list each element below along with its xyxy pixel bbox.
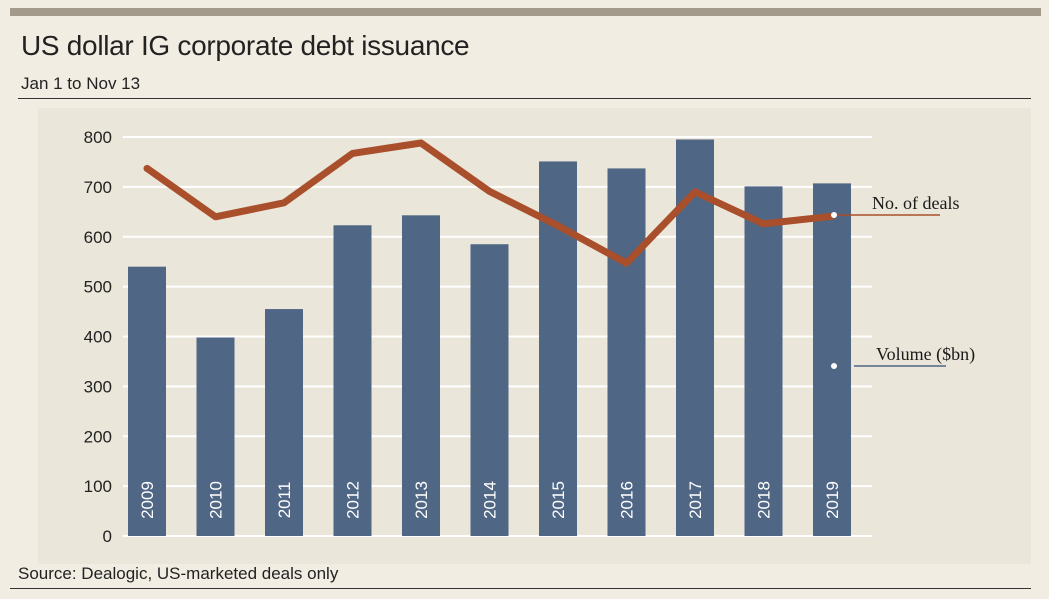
deals-leader-dot <box>831 212 837 218</box>
y-tick-label: 0 <box>103 527 112 546</box>
annotations: No. of deals Volume ($bn) <box>831 193 975 369</box>
year-label-2013: 2013 <box>412 481 431 519</box>
bar-2009 <box>128 266 166 536</box>
bar-2019 <box>813 183 851 537</box>
volume-label: Volume ($bn) <box>876 344 975 365</box>
footer-divider <box>10 588 1031 589</box>
year-label-2012: 2012 <box>344 481 363 519</box>
year-label-2018: 2018 <box>755 481 774 519</box>
chart-subtitle: Jan 1 to Nov 13 <box>21 74 141 93</box>
bar-2016 <box>607 168 646 536</box>
chart-title: US dollar IG corporate debt issuance <box>21 30 470 61</box>
year-label-2015: 2015 <box>549 481 568 519</box>
volume-bars <box>128 139 851 537</box>
header-divider <box>18 98 1031 99</box>
deals-label: No. of deals <box>872 193 959 213</box>
y-axis-ticks: 0 100 200 300 400 500 600 700 800 <box>84 128 112 546</box>
x-axis-year-labels: 2009 2010 2011 2012 2013 2014 2015 2016 2017 2018… <box>138 481 842 519</box>
source-note: Source: Dealogic, US-marketed deals only <box>18 564 339 583</box>
y-tick-label: 400 <box>84 328 112 347</box>
y-tick-label: 300 <box>84 377 112 396</box>
year-label-2009: 2009 <box>138 481 157 519</box>
year-label-2011: 2011 <box>275 482 294 519</box>
y-tick-label: 200 <box>84 427 112 446</box>
bar-2013 <box>402 215 440 536</box>
volume-leader-dot <box>831 363 837 369</box>
y-tick-label: 600 <box>84 228 112 247</box>
year-label-2019: 2019 <box>823 481 842 519</box>
top-accent-bar <box>10 8 1041 16</box>
y-tick-label: 100 <box>84 477 112 496</box>
bar-2018 <box>744 186 783 536</box>
year-label-2014: 2014 <box>481 481 500 519</box>
bar-2014 <box>470 244 509 536</box>
year-label-2010: 2010 <box>207 481 226 519</box>
bar-2012 <box>333 225 372 536</box>
y-tick-label: 500 <box>84 278 112 297</box>
bar-2011 <box>265 309 303 536</box>
year-label-2017: 2017 <box>686 481 705 519</box>
y-tick-label: 800 <box>84 128 112 147</box>
year-label-2016: 2016 <box>618 481 637 519</box>
y-tick-label: 700 <box>84 178 112 197</box>
bar-2010 <box>196 337 235 536</box>
